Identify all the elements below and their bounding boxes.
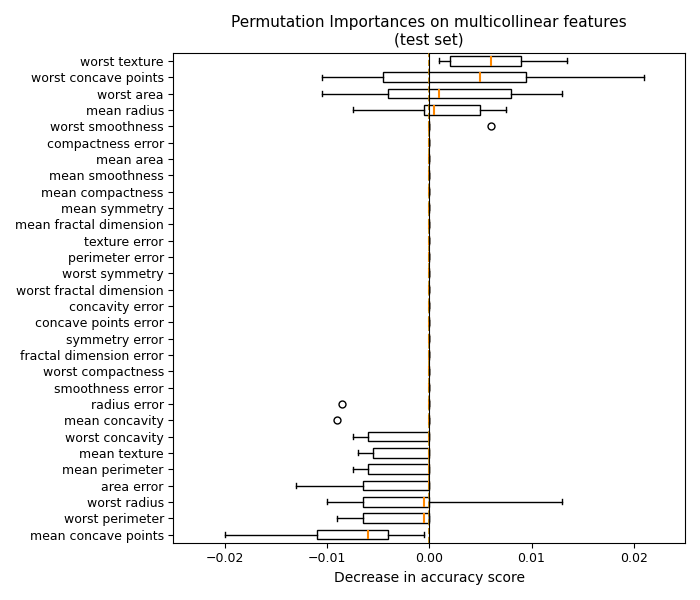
PathPatch shape: [316, 530, 389, 539]
PathPatch shape: [383, 73, 526, 82]
X-axis label: Decrease in accuracy score: Decrease in accuracy score: [334, 571, 525, 585]
PathPatch shape: [368, 431, 429, 442]
PathPatch shape: [363, 497, 429, 507]
PathPatch shape: [363, 481, 429, 490]
PathPatch shape: [389, 89, 511, 98]
PathPatch shape: [373, 448, 429, 458]
Title: Permutation Importances on multicollinear features
(test set): Permutation Importances on multicollinea…: [232, 15, 627, 47]
PathPatch shape: [424, 105, 480, 115]
PathPatch shape: [449, 56, 522, 66]
PathPatch shape: [363, 514, 429, 523]
PathPatch shape: [368, 464, 429, 474]
